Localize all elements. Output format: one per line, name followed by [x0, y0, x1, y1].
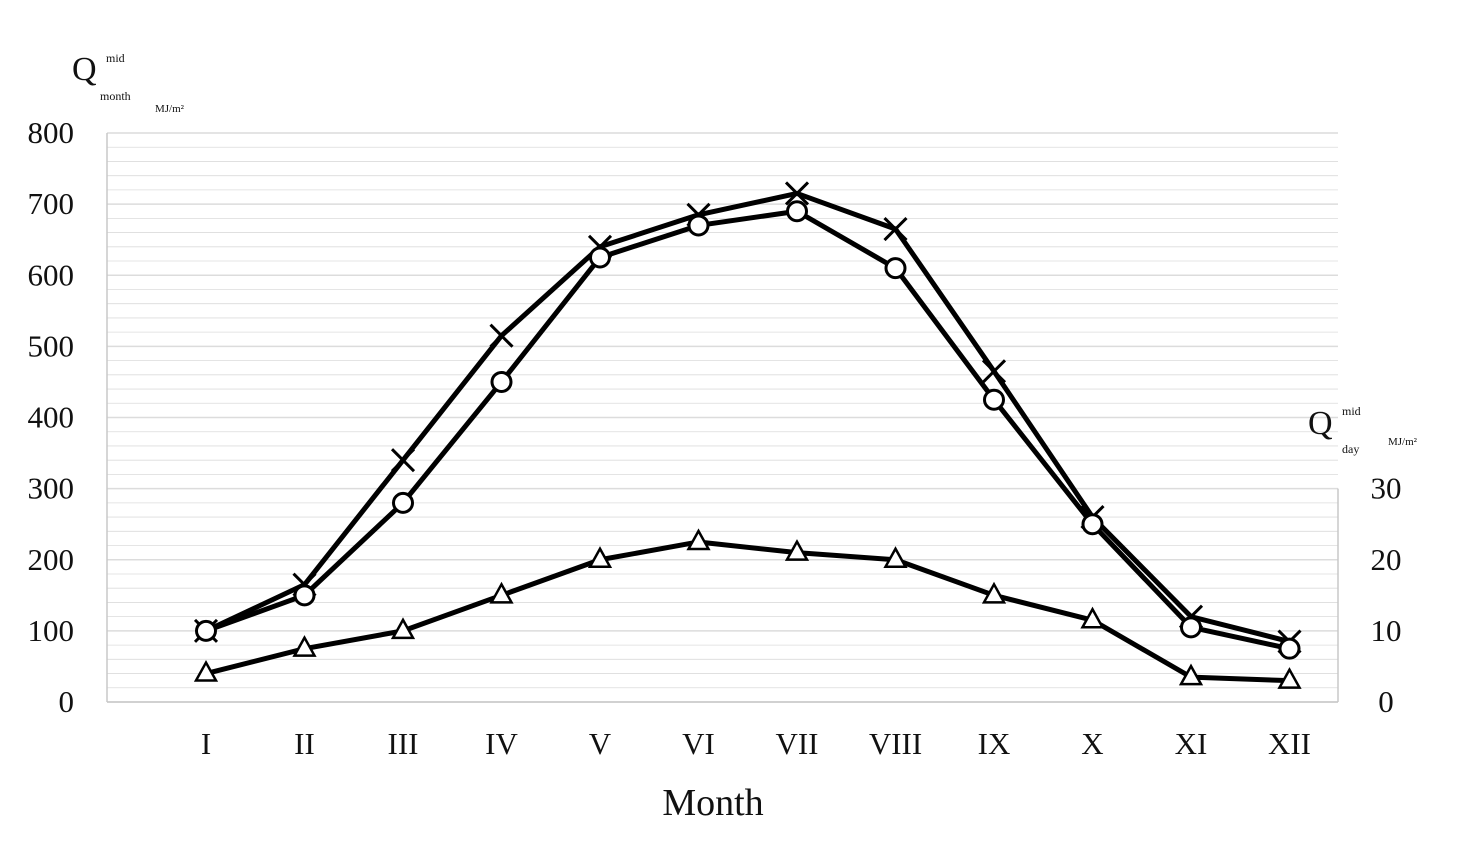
left-axis-title: Q mid month MJ/m² — [72, 51, 185, 115]
triangle-marker — [587, 546, 613, 568]
right-axis-title: Q mid day MJ/m² — [1308, 404, 1418, 456]
circle-marker — [392, 491, 414, 514]
circle-marker — [1081, 513, 1104, 536]
x-tick-label: III — [388, 726, 419, 761]
x-tick-label: I — [201, 726, 211, 761]
cross-marker — [981, 359, 1007, 384]
x-tick-label: VII — [775, 726, 818, 761]
cross-marker — [390, 448, 416, 473]
left-axis-title-sup: mid — [106, 51, 125, 65]
circle-marker — [786, 200, 808, 223]
x-tick-label: XII — [1268, 726, 1311, 761]
left-axis-title-unit: MJ/m² — [155, 103, 185, 115]
triangle-marker — [784, 539, 810, 561]
cross-marker — [883, 216, 908, 242]
left-tick-label: 0 — [59, 684, 75, 719]
x-tick-label: XI — [1175, 726, 1208, 761]
triangle-marker — [489, 581, 514, 604]
circle-marker — [687, 214, 710, 237]
triangle-marker — [292, 635, 317, 657]
left-tick-label: 200 — [28, 542, 75, 577]
triangle-marker — [390, 617, 416, 640]
right-axis-title-sup: mid — [1342, 404, 1361, 418]
circle-marker — [293, 584, 316, 607]
triangle-marker — [686, 528, 711, 551]
left-tick-label: 100 — [28, 613, 75, 648]
cross-marker — [784, 181, 810, 206]
x-tick-label: VI — [682, 726, 715, 761]
x-tick-label: X — [1081, 726, 1103, 761]
circle-marker — [1278, 637, 1301, 660]
right-tick-label: 0 — [1378, 684, 1394, 719]
x-axis-title: Month — [662, 782, 763, 824]
right-axis-title-sub: day — [1342, 442, 1359, 456]
triangle-marker — [883, 546, 908, 568]
triangle-marker — [981, 581, 1007, 604]
left-axis-title-sub: month — [100, 89, 131, 103]
triangle-marker — [1277, 667, 1302, 689]
text-layer: Month Q mid month MJ/m² Q mid day MJ/m² … — [28, 51, 1418, 824]
circle-marker — [983, 388, 1005, 411]
circle-marker — [490, 370, 513, 393]
left-tick-label: 600 — [28, 257, 75, 292]
circle-marker — [884, 257, 907, 280]
cross-marker — [489, 323, 514, 348]
right-tick-label: 10 — [1371, 613, 1402, 648]
triangle-marker — [1178, 663, 1204, 686]
series-line-triangle — [205, 539, 1290, 684]
circle-marker — [1180, 616, 1202, 639]
left-tick-label: 500 — [28, 328, 75, 363]
series-line-cross — [204, 190, 1291, 644]
x-tick-label: VIII — [869, 726, 922, 761]
axes-layer — [106, 133, 1339, 703]
left-tick-label: 700 — [28, 186, 75, 221]
x-tick-label: V — [589, 726, 612, 761]
series-line-circle — [205, 208, 1291, 652]
triangle-marker — [1080, 606, 1105, 629]
right-axis-title-unit: MJ/m² — [1388, 436, 1418, 448]
x-tick-label: IV — [485, 726, 518, 761]
right-tick-label: 20 — [1371, 542, 1402, 577]
grid-layer — [107, 132, 1338, 703]
left-tick-label: 800 — [28, 115, 75, 150]
left-tick-label: 400 — [28, 400, 75, 435]
right-tick-label: 30 — [1371, 471, 1402, 506]
circle-marker — [589, 246, 611, 269]
left-tick-label: 300 — [28, 471, 75, 506]
x-tick-label: II — [294, 726, 315, 761]
triangle-marker — [193, 659, 219, 682]
x-tick-label: IX — [978, 726, 1011, 761]
circle-marker — [195, 619, 217, 642]
series-layer — [193, 181, 1302, 689]
right-axis-title-main: Q — [1308, 405, 1333, 442]
left-axis-title-main: Q — [72, 51, 97, 88]
